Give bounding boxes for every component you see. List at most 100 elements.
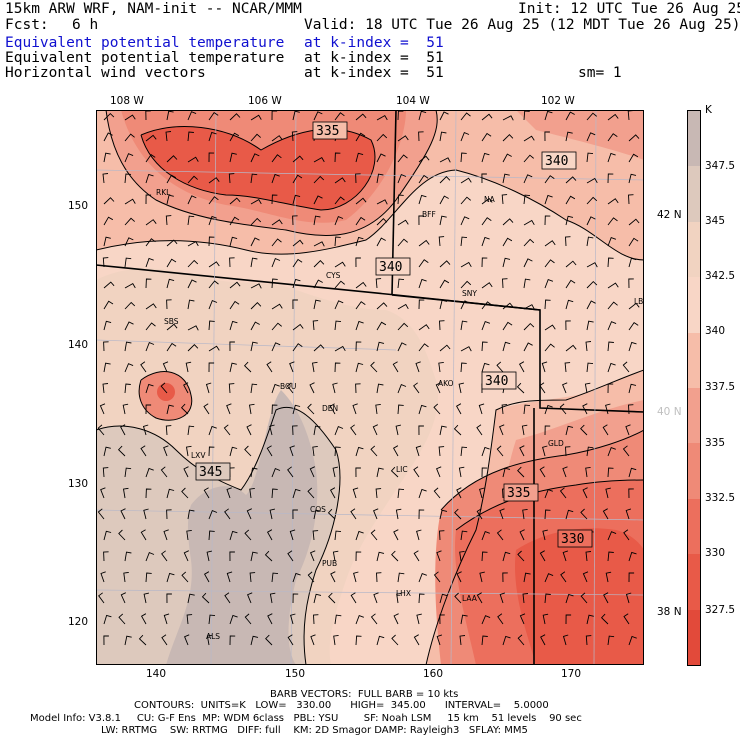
- wind-barb: [439, 260, 451, 268]
- wind-barb: [355, 216, 366, 226]
- wind-barb: [456, 487, 462, 499]
- wind-barb: [416, 529, 422, 541]
- wind-barb: [418, 155, 430, 163]
- wind-barb: [332, 382, 338, 394]
- wind-barb: [397, 219, 409, 226]
- wind-barb: [562, 466, 568, 478]
- wind-barb: [418, 488, 427, 499]
- wind-barb: [439, 176, 451, 184]
- wind-barb: [327, 508, 336, 520]
- wind-barb: [208, 300, 218, 310]
- wind-barb: [565, 111, 575, 121]
- wind-barb: [436, 550, 442, 562]
- wind-barb: [607, 217, 618, 226]
- wind-barb: [140, 529, 147, 541]
- wind-barb: [229, 216, 240, 226]
- wind-barb: [185, 361, 192, 373]
- wind-barb: [376, 551, 385, 562]
- wind-barb: [605, 403, 611, 415]
- wind-barb: [166, 323, 178, 331]
- wind-barb: [582, 403, 588, 415]
- wind-barb: [544, 194, 553, 205]
- wind-barb: [292, 258, 303, 268]
- wind-barb: [292, 110, 300, 121]
- wind-barb: [355, 132, 366, 142]
- wind-barb: [600, 613, 609, 625]
- wind-barb: [517, 466, 525, 478]
- colorbar-label-7: 332.5: [705, 492, 736, 504]
- wind-barb: [454, 508, 462, 520]
- wind-barb: [145, 303, 157, 310]
- wind-barb: [607, 198, 619, 205]
- wind-barb: [481, 197, 493, 205]
- wind-barb: [292, 425, 298, 436]
- wind-barb: [333, 634, 339, 646]
- wind-barb: [565, 344, 577, 352]
- wind-barb: [290, 613, 296, 625]
- wind-barb: [352, 487, 359, 499]
- wind-barb: [312, 320, 319, 331]
- wind-barb: [439, 299, 448, 310]
- wind-barb: [310, 550, 316, 562]
- wind-barb: [523, 404, 531, 415]
- wind-barb: [418, 131, 424, 142]
- wind-barb: [433, 403, 441, 415]
- wind-barb: [229, 614, 238, 625]
- wind-barb: [370, 613, 378, 625]
- wind-barb: [585, 341, 592, 352]
- wind-barb: [229, 281, 241, 289]
- wind-barb: [208, 446, 215, 457]
- wind-barb: [392, 361, 399, 373]
- wind-barb: [607, 257, 614, 268]
- contour-label-340-east: 340: [485, 374, 508, 389]
- wind-barb: [544, 343, 555, 352]
- wind-barb: [523, 572, 531, 583]
- wind-barb: [145, 572, 152, 583]
- wind-barb: [395, 424, 402, 436]
- wind-barb: [250, 383, 258, 394]
- wind-barb: [248, 403, 255, 415]
- wind-barb: [120, 508, 126, 520]
- wind-barb: [607, 282, 619, 289]
- wind-barb: [586, 112, 597, 121]
- wind-barb: [625, 424, 631, 436]
- wind-barb: [334, 196, 345, 205]
- barb-legend: BARB VECTORS: FULL BARB = 10 kts: [270, 689, 459, 700]
- wind-barb: [97, 508, 105, 520]
- wind-barb: [292, 215, 298, 226]
- y-tick-140: 140: [68, 339, 89, 351]
- wind-barb: [397, 194, 404, 205]
- wind-barb: [332, 550, 339, 562]
- wind-barb: [628, 278, 634, 289]
- wind-barb: [519, 613, 526, 625]
- wind-barb: [145, 467, 154, 478]
- wind-barb: [582, 487, 588, 499]
- wind-barb: [376, 173, 384, 184]
- x-tick-140: 140: [146, 668, 167, 680]
- wind-barb: [476, 424, 483, 436]
- wind-barb: [355, 362, 364, 373]
- wind-barb: [166, 155, 178, 163]
- wind-barb: [413, 466, 420, 478]
- wind-barb: [435, 382, 441, 394]
- wind-barb: [124, 301, 136, 310]
- wind-barb: [250, 635, 259, 646]
- wind-barb: [372, 424, 378, 436]
- wind-barb: [292, 572, 301, 583]
- wind-barb: [292, 239, 304, 247]
- wind-barb: [397, 238, 408, 247]
- wind-barb: [522, 593, 529, 604]
- colorbar-label-1: 347.5: [705, 160, 736, 172]
- wind-barb: [415, 445, 422, 457]
- wind-barb: [562, 382, 568, 394]
- wind-barb: [266, 361, 273, 373]
- wind-barb: [481, 113, 493, 121]
- wind-barb: [165, 131, 172, 142]
- wind-barb: [102, 383, 109, 394]
- station-pub: PUB: [322, 559, 337, 568]
- lon-label-106w: 106 W: [248, 95, 282, 107]
- lat-label-38n: 38 N: [657, 606, 682, 618]
- wind-barb: [208, 345, 220, 352]
- wind-barb: [459, 635, 466, 646]
- station-laa: LAA: [462, 594, 478, 603]
